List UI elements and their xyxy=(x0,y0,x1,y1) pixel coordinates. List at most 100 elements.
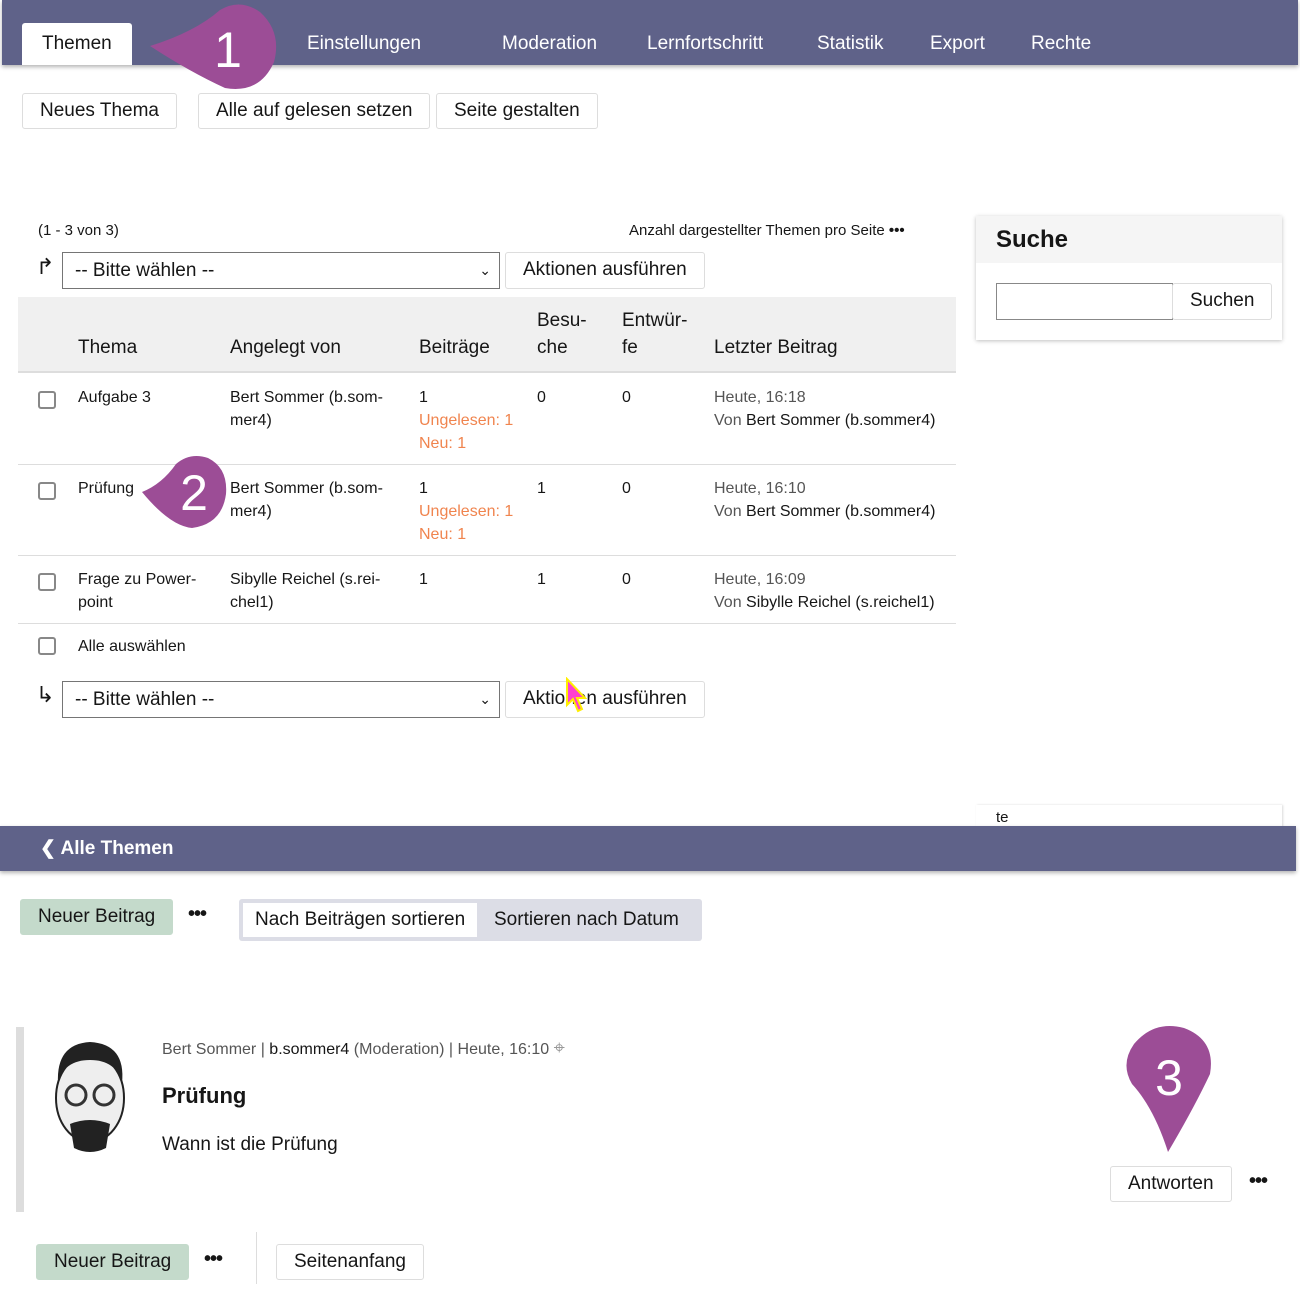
post-title: Prüfung xyxy=(162,1083,247,1108)
sidebar-fragment: te xyxy=(976,805,1282,827)
reply-button[interactable]: Antworten xyxy=(1110,1166,1232,1202)
post-meta: Bert Sommer | b.sommer4 (Moderation) | H… xyxy=(162,1037,565,1059)
table-row: Prüfung Bert Sommer (b.som- mer4) 1 Ungel… xyxy=(18,465,956,556)
topic-link[interactable]: Frage zu Power- point xyxy=(78,571,197,611)
post-indent-bar xyxy=(16,1027,24,1212)
topic-link[interactable]: Prüfung xyxy=(78,480,135,497)
arrow-up-right-icon: ↱ xyxy=(36,254,55,279)
search-panel: Suche Suchen xyxy=(976,216,1282,340)
visits: 1 xyxy=(537,571,546,588)
col-topic[interactable]: Thema xyxy=(78,337,138,358)
back-link[interactable]: ❮ Alle Themen xyxy=(40,837,173,860)
table-row: Aufgabe 3 Bert Sommer (b.som- mer4) 1 Ung… xyxy=(18,374,956,465)
tab-lernfortschritt[interactable]: Lernfortschritt xyxy=(647,33,764,54)
tab-moderation[interactable]: Moderation xyxy=(502,33,598,54)
from-label: Von xyxy=(714,412,742,429)
row-checkbox[interactable] xyxy=(38,573,56,591)
last-post: Heute, 16:18 Von Bert Sommer (b.sommer4) xyxy=(714,386,935,432)
last-post: Heute, 16:09 Von Sibylle Reichel (s.reich… xyxy=(714,568,935,614)
last-author: Bert Sommer (b.sommer4) xyxy=(746,412,936,429)
more-icon[interactable]: ••• xyxy=(188,903,207,925)
marker-1-icon: 1 xyxy=(150,4,277,89)
row-checkbox[interactable] xyxy=(38,482,56,500)
col-drafts[interactable]: Entwür- fe xyxy=(622,310,688,358)
new-post-button-bottom[interactable]: Neuer Beitrag xyxy=(36,1244,190,1280)
from-label: Von xyxy=(714,503,742,520)
visits: 1 xyxy=(537,480,546,497)
bulk-action-select-bottom[interactable]: -- Bitte wählen -- ⌄ xyxy=(62,681,500,718)
arrow-down-right-icon: ↳ xyxy=(36,682,55,707)
chevron-left-icon: ❮ xyxy=(40,838,56,859)
col-created-by[interactable]: Angelegt von xyxy=(230,337,341,358)
unread-count[interactable]: Ungelesen: 1 xyxy=(419,503,514,520)
post-author[interactable]: Bert Sommer xyxy=(162,1041,257,1058)
table-header: Thema Angelegt von Beiträge Besu- che En… xyxy=(18,297,956,373)
sort-by-posts[interactable]: Nach Beiträgen sortieren xyxy=(243,903,478,937)
col-last-post[interactable]: Letzter Beitrag xyxy=(714,337,838,358)
more-icon[interactable]: ••• xyxy=(204,1248,223,1270)
divider xyxy=(256,1232,257,1284)
select-value: -- Bitte wählen -- xyxy=(75,260,215,281)
design-page-button[interactable]: Seite gestalten xyxy=(436,93,598,129)
search-title: Suche xyxy=(976,216,1282,263)
col-posts[interactable]: Beiträge xyxy=(419,337,490,358)
new-topic-button[interactable]: Neues Thema xyxy=(22,93,177,129)
crosshair-icon[interactable]: ⌖ xyxy=(553,1037,565,1059)
tab-rechte[interactable]: Rechte xyxy=(1031,33,1092,54)
marker-2-icon: 2 xyxy=(142,456,227,528)
post-body: Wann ist die Prüfung xyxy=(162,1134,338,1155)
posts-cell: 1 Ungelesen: 1 Neu: 1 xyxy=(419,477,513,546)
last-time[interactable]: Heute, 16:10 xyxy=(714,480,806,497)
posts-cell: 1 Ungelesen: 1 Neu: 1 xyxy=(419,386,513,455)
bulk-action-select-top[interactable]: -- Bitte wählen -- ⌄ xyxy=(62,252,500,289)
sidebar-fragment-text: te xyxy=(996,809,1009,826)
marker-2-label: 2 xyxy=(180,465,208,521)
tab-export[interactable]: Export xyxy=(930,33,985,54)
sort-toggle: Nach Beiträgen sortieren Sortieren nach … xyxy=(239,899,702,941)
post-time: Heute, 16:10 xyxy=(457,1041,550,1058)
unread-count[interactable]: Ungelesen: 1 xyxy=(419,412,514,429)
chevron-down-icon: ⌄ xyxy=(479,691,491,707)
page-top-button[interactable]: Seitenanfang xyxy=(276,1244,424,1280)
tab-themen[interactable]: Themen xyxy=(22,23,132,65)
chevron-down-icon: ⌄ xyxy=(479,262,491,278)
col-visits[interactable]: Besu- che xyxy=(537,310,587,358)
more-icon: ••• xyxy=(888,222,905,239)
more-icon[interactable]: ••• xyxy=(1249,1170,1268,1192)
drafts: 0 xyxy=(622,480,631,497)
new-post-button[interactable]: Neuer Beitrag xyxy=(20,899,174,935)
last-post: Heute, 16:10 Von Bert Sommer (b.sommer4) xyxy=(714,477,935,523)
select-all-label[interactable]: Alle auswählen xyxy=(78,638,186,655)
last-time[interactable]: Heute, 16:18 xyxy=(714,389,806,406)
mouse-cursor-icon xyxy=(566,677,587,713)
thread-header: ❮ Alle Themen xyxy=(0,826,1296,871)
last-time[interactable]: Heute, 16:09 xyxy=(714,571,806,588)
author: Bert Sommer (b.som- mer4) xyxy=(230,480,383,520)
back-label: Alle Themen xyxy=(60,838,174,859)
search-input[interactable] xyxy=(996,283,1173,320)
per-page-link[interactable]: Anzahl dargestellter Themen pro Seite ••… xyxy=(629,222,905,239)
new-count[interactable]: Neu: 1 xyxy=(419,526,467,543)
author: Sibylle Reichel (s.rei- chel1) xyxy=(230,571,381,611)
marker-3-icon: 3 xyxy=(1126,1026,1211,1152)
visits: 0 xyxy=(537,389,546,406)
new-count[interactable]: Neu: 1 xyxy=(419,435,467,452)
author: Bert Sommer (b.som- mer4) xyxy=(230,389,383,429)
select-value: -- Bitte wählen -- xyxy=(75,689,215,710)
tab-einstellungen[interactable]: Einstellungen xyxy=(307,33,422,54)
run-actions-button-top[interactable]: Aktionen ausführen xyxy=(505,252,705,289)
select-all-checkbox[interactable] xyxy=(38,637,56,655)
mark-all-read-button[interactable]: Alle auf gelesen setzen xyxy=(198,93,431,129)
post-role: (Moderation) xyxy=(353,1041,445,1058)
run-actions-button-bottom[interactable]: Aktionen ausführen xyxy=(505,681,705,718)
row-checkbox[interactable] xyxy=(38,391,56,409)
topic-link[interactable]: Aufgabe 3 xyxy=(78,389,151,406)
search-button[interactable]: Suchen xyxy=(1172,283,1273,320)
drafts: 0 xyxy=(622,571,631,588)
marker-1-label: 1 xyxy=(214,22,242,78)
marker-3-label: 3 xyxy=(1155,1050,1183,1106)
posts-count: 1 xyxy=(419,389,428,406)
avatar xyxy=(55,1042,125,1152)
sort-by-date[interactable]: Sortieren nach Datum xyxy=(494,909,679,930)
tab-statistik[interactable]: Statistik xyxy=(817,33,884,54)
